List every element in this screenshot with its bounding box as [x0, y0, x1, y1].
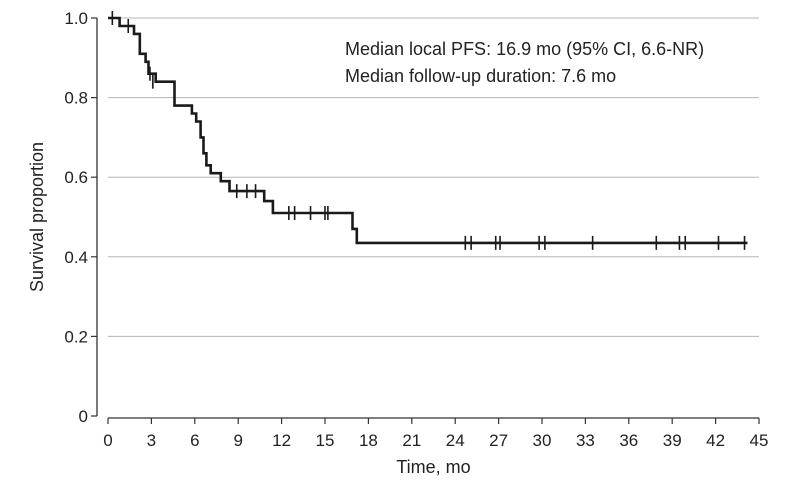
x-tick-label-4: 12 — [272, 431, 291, 450]
x-tick-label-6: 18 — [359, 431, 378, 450]
x-tick-label-5: 15 — [316, 431, 335, 450]
x-tick-label-13: 39 — [663, 431, 682, 450]
annotation-median-pfs: Median local PFS: 16.9 mo (95% CI, 6.6-N… — [345, 39, 704, 59]
x-tick-label-2: 6 — [190, 431, 199, 450]
x-tick-label-12: 36 — [619, 431, 638, 450]
annotation-median-followup: Median follow-up duration: 7.6 mo — [345, 66, 616, 86]
x-tick-label-15: 45 — [750, 431, 769, 450]
x-tick-label-7: 21 — [402, 431, 421, 450]
x-tick-label-9: 27 — [489, 431, 508, 450]
x-axis-title: Time, mo — [396, 457, 470, 477]
x-tick-label-14: 42 — [706, 431, 725, 450]
x-tick-label-0: 0 — [103, 431, 112, 450]
y-tick-label-4: 0.8 — [64, 89, 88, 108]
x-tick-label-3: 9 — [233, 431, 242, 450]
y-tick-label-3: 0.6 — [64, 168, 88, 187]
survival-curve-group — [108, 11, 748, 250]
x-tick-label-1: 3 — [147, 431, 156, 450]
y-tick-label-0: 0 — [79, 407, 88, 426]
axes: 00.20.40.60.81.00 3 6 9 12 15 18 21 24 27 30 33 36 39… — [64, 9, 768, 450]
y-tick-label-5: 1.0 — [64, 9, 88, 28]
y-tick-label-1: 0.2 — [64, 327, 88, 346]
gridlines — [108, 17, 759, 337]
y-tick-label-2: 0.4 — [64, 248, 88, 267]
x-tick-label-11: 33 — [576, 431, 595, 450]
x-tick-label-8: 24 — [446, 431, 465, 450]
x-tick-label-10: 30 — [533, 431, 552, 450]
y-axis-title: Survival proportion — [27, 142, 47, 292]
survival-curve-line — [108, 16, 748, 245]
